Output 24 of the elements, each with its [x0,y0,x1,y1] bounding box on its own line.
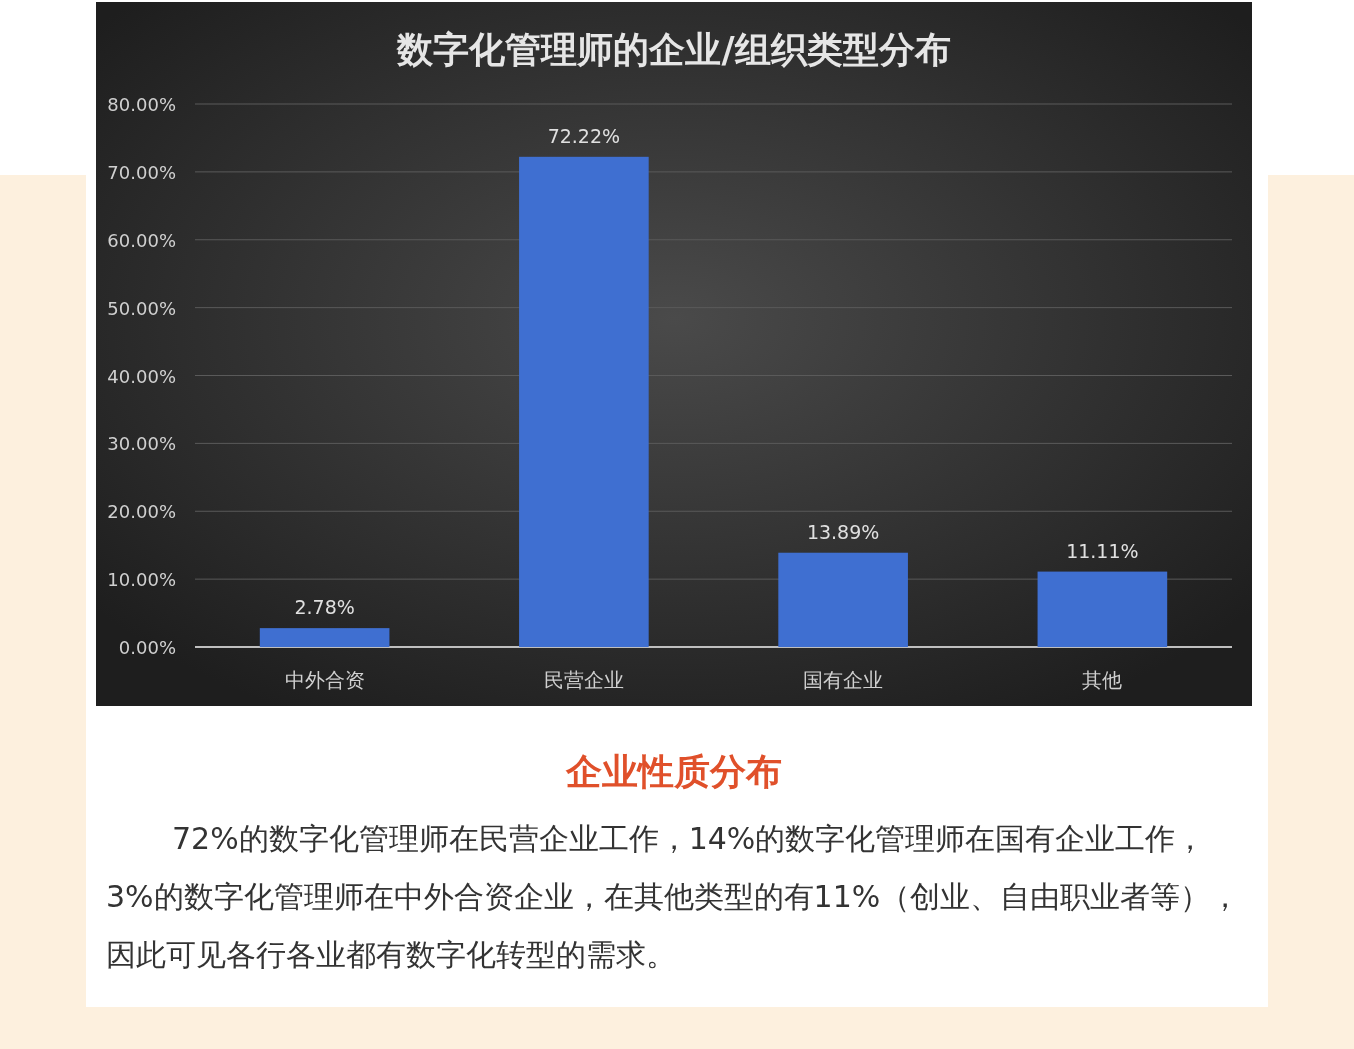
text: 72%的数字化管理师在民营企业工作，14%的数字化管理师在国有企业工作，3%的数字化管理师在中外合资企业，在其他类型的有11%（创业、自由职业者等），因此可见各行各业都有数字化转型的需求。 [106,820,1242,974]
data-label: 2.78% [294,596,355,619]
chart-title: 数字化管理师的企业/组织类型分布 [396,29,951,70]
y-tick-label: 30.00% [107,433,176,455]
y-tick-label: 70.00% [107,161,176,183]
y-tick-label: 60.00% [107,229,176,251]
x-tick-label: 国有企业 [803,668,884,692]
bar [519,156,649,647]
data-label: 13.89% [806,520,880,543]
text: 企业性质分布 [565,750,783,794]
data-label: 72.22% [547,124,621,147]
y-tick-label: 20.00% [107,501,176,523]
x-tick-label: 中外合资 [284,668,365,692]
bar [1037,571,1168,647]
y-tick-label: 0.00% [118,637,176,658]
y-tick-label: 40.00% [107,365,176,387]
bar [778,552,908,647]
y-tick-label: 50.00% [107,297,176,319]
data-label: 11.11% [1066,539,1139,562]
bar [259,628,390,647]
y-tick-label: 10.00% [107,569,176,591]
x-tick-label: 其他 [1082,668,1123,692]
y-tick-label: 80.00% [107,94,176,115]
x-tick-label: 民营企业 [543,668,624,692]
